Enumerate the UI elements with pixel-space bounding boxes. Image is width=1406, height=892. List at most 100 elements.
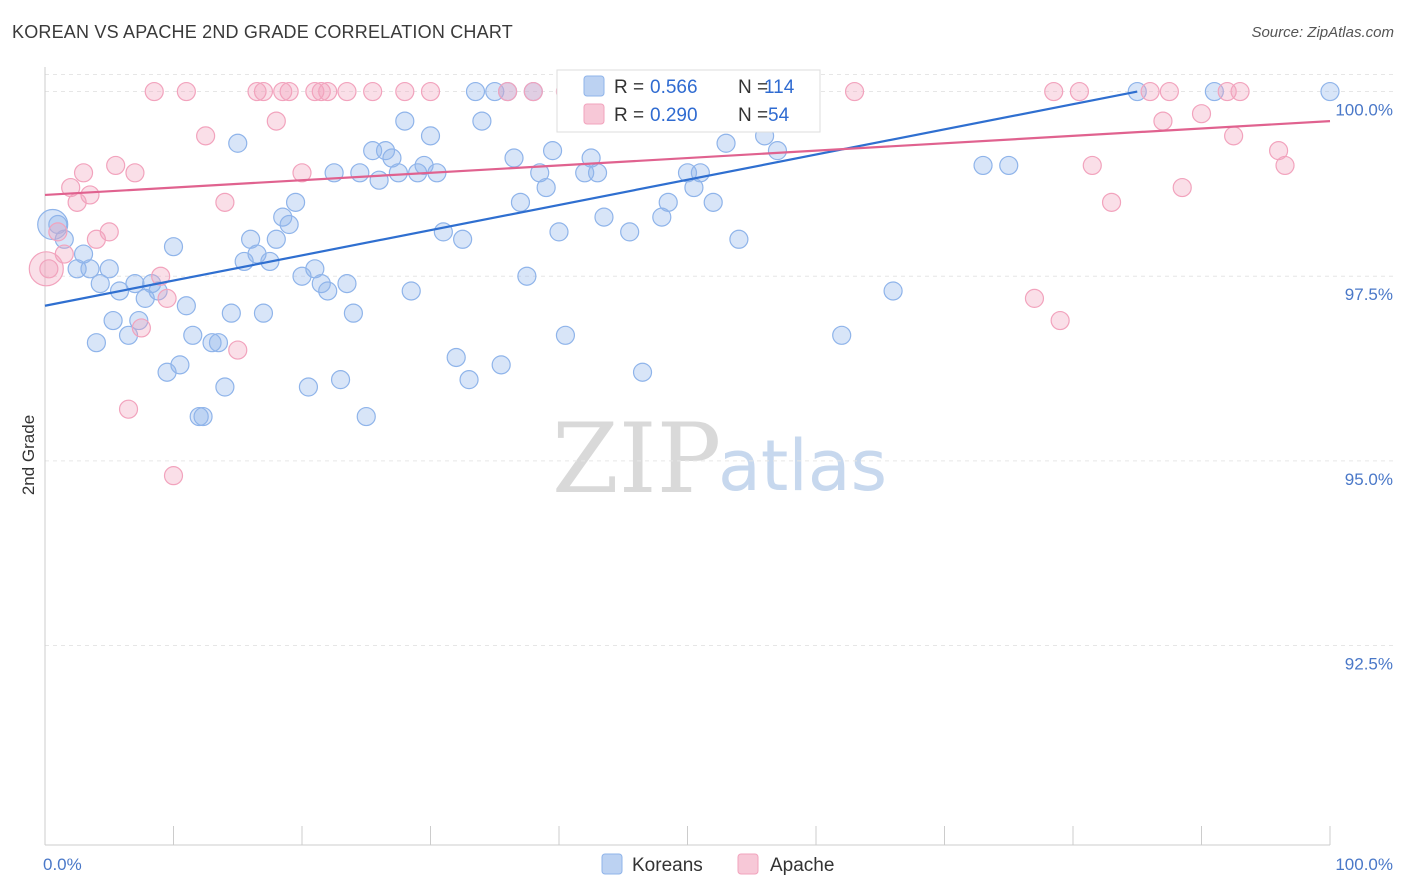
korean-point	[504, 148, 524, 168]
apache-point	[144, 81, 164, 102]
apache-point	[273, 81, 293, 102]
korean-point	[266, 229, 286, 249]
apache-point	[363, 81, 383, 102]
korean-point	[202, 333, 222, 353]
legend-n-value-apache: 54	[768, 105, 790, 126]
korean-point	[729, 229, 749, 249]
korean-point	[517, 266, 537, 286]
apache-point	[196, 126, 216, 146]
apache-point	[253, 81, 274, 102]
apache-point	[420, 81, 441, 102]
apache-point	[844, 81, 865, 102]
apache-point	[395, 81, 415, 102]
apache-point	[118, 399, 139, 419]
korean-point	[253, 303, 274, 323]
apache-point	[1275, 155, 1295, 176]
apache-trend-line	[44, 119, 1331, 197]
korean-point	[279, 214, 299, 235]
apache-point	[279, 81, 299, 102]
korean-point	[658, 192, 678, 212]
korean-point	[343, 303, 363, 323]
apache-point	[318, 81, 338, 102]
apache-point	[1230, 81, 1250, 102]
legend-n-label-koreans: N =	[738, 77, 768, 98]
korean-point	[703, 192, 723, 212]
watermark-zip: ZIP	[552, 403, 721, 515]
korean-point	[170, 355, 190, 375]
apache-points	[28, 81, 1295, 486]
apache-point	[125, 163, 145, 183]
korean-point	[221, 303, 241, 323]
y-tick-label: 92.5%	[1345, 655, 1393, 674]
korean-point	[215, 377, 235, 397]
korean-point	[555, 325, 576, 345]
koreans-points	[37, 81, 1340, 427]
apache-point	[1224, 126, 1244, 146]
korean-point	[337, 274, 357, 294]
legend-n-value-koreans: 114	[764, 77, 795, 98]
apache-point	[131, 318, 151, 338]
apache-point	[176, 81, 196, 102]
korean-point	[620, 222, 640, 242]
apache-point	[215, 192, 235, 212]
apache-point	[266, 111, 286, 131]
apache-point	[1069, 81, 1090, 102]
chart-title: KOREAN VS APACHE 2ND GRADE CORRELATION C…	[12, 22, 513, 42]
korean-point	[453, 229, 473, 249]
korean-point	[491, 355, 511, 375]
watermark: ZIP atlas	[552, 403, 887, 515]
apache-point	[80, 185, 100, 205]
korean-point	[767, 141, 788, 161]
korean-point	[369, 170, 389, 190]
korean-point	[103, 310, 123, 331]
bottom-legend: Koreans Apache	[601, 853, 834, 876]
legend-swatch-apache	[583, 103, 605, 125]
trend-lines	[44, 90, 1331, 307]
koreans-trend-line	[44, 90, 1138, 307]
korean-point	[318, 281, 338, 301]
korean-point	[350, 163, 370, 183]
legend-r-label-koreans: R =	[614, 77, 644, 98]
korean-point	[388, 163, 408, 183]
korean-point	[176, 296, 196, 316]
apache-point	[311, 81, 331, 102]
korean-point	[883, 281, 903, 301]
korean-point	[228, 133, 248, 153]
korean-point	[285, 192, 306, 212]
apache-point	[39, 259, 59, 279]
korean-point	[510, 192, 531, 212]
korean-point	[375, 141, 396, 161]
apache-point	[1172, 177, 1192, 198]
apache-point	[73, 163, 94, 183]
apache-point	[1044, 81, 1064, 102]
bottom-legend-swatch-apache	[737, 853, 759, 875]
legend-r-label-apache: R =	[614, 105, 644, 126]
bottom-legend-swatch-koreans	[601, 853, 623, 875]
apache-point	[151, 266, 171, 286]
apache-point-large	[28, 251, 64, 287]
korean-point	[459, 370, 479, 390]
y-tick-label: 100.0%	[1335, 101, 1393, 120]
legend-r-value-koreans: 0.566	[650, 77, 698, 98]
korean-point	[298, 377, 319, 397]
korean-point	[420, 126, 441, 146]
korean-point	[193, 406, 213, 427]
korean-point	[594, 207, 614, 227]
korean-point	[465, 81, 486, 102]
y-axis-label: 2nd Grade	[19, 415, 38, 495]
korean-point	[273, 207, 293, 227]
korean-point	[1320, 81, 1340, 102]
apache-point	[498, 81, 518, 102]
apache-point	[1140, 81, 1160, 102]
korean-point	[330, 370, 351, 390]
korean-point	[80, 259, 100, 279]
korean-point	[208, 333, 229, 353]
bottom-legend-koreans: Koreans	[632, 855, 703, 876]
apache-point	[157, 288, 177, 308]
korean-point	[395, 111, 415, 131]
legend-r-value-apache: 0.290	[650, 105, 698, 126]
apache-point	[1159, 81, 1179, 102]
apache-point	[163, 466, 184, 486]
korean-point	[973, 155, 993, 176]
